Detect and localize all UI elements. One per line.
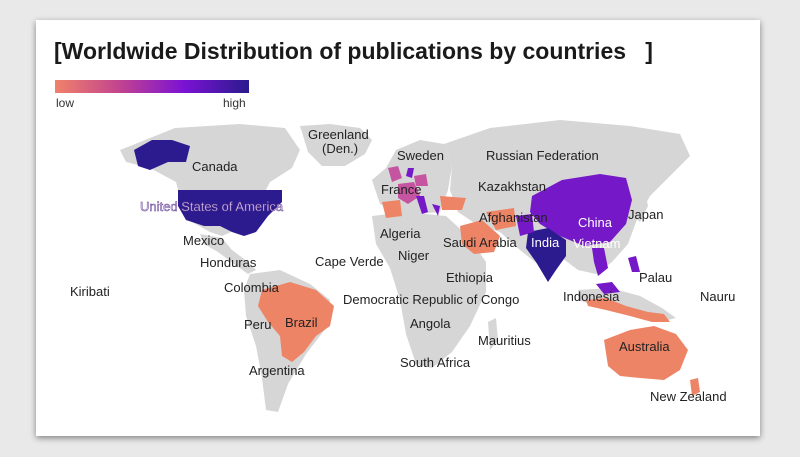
label-usa: United States of America	[140, 199, 284, 214]
country-france	[398, 182, 420, 204]
label-kiribati: Kiribati	[70, 284, 110, 299]
land-central-america	[200, 234, 256, 274]
label-cape-verde: Cape Verde	[315, 254, 384, 269]
label-peru: Peru	[244, 317, 271, 332]
country-vietnam	[592, 248, 608, 276]
label-angola: Angola	[410, 316, 451, 331]
country-indonesia	[586, 298, 670, 322]
country-uk	[406, 168, 414, 178]
label-ethiopia: Ethiopia	[446, 270, 494, 285]
legend-high-label: high	[223, 96, 246, 110]
label-niger: Niger	[398, 248, 430, 263]
legend-gradient-bar	[55, 80, 249, 93]
land-japan	[632, 188, 648, 222]
label-australia: Australia	[619, 339, 670, 354]
label-argentina: Argentina	[249, 363, 305, 378]
country-spain	[382, 200, 402, 218]
country-new-zealand	[690, 378, 700, 396]
label-canada: Canada	[192, 159, 238, 174]
country-turkey	[440, 196, 466, 210]
country-brazil	[258, 282, 334, 362]
label-algeria: Algeria	[380, 226, 421, 241]
label-honduras: Honduras	[200, 255, 257, 270]
label-france: France	[381, 182, 421, 197]
country-greece	[432, 204, 440, 216]
country-canada-region	[134, 140, 190, 170]
country-china	[530, 174, 632, 246]
label-greenland-line1: Greenland	[308, 127, 369, 142]
label-colombia: Colombia	[224, 280, 280, 295]
map-title: [Worldwide Distribution of publications …	[54, 38, 653, 64]
label-drc: Democratic Republic of Congo	[343, 292, 519, 307]
label-south-africa: South Africa	[400, 355, 471, 370]
label-mauritius: Mauritius	[478, 333, 531, 348]
label-greenland: Greenland (Den.)	[308, 127, 369, 156]
country-australia	[604, 326, 688, 380]
label-japan: Japan	[628, 207, 663, 222]
country-scandinavia	[388, 166, 402, 182]
label-india: India	[531, 235, 560, 250]
legend-low-label: low	[56, 96, 75, 110]
country-india	[526, 228, 566, 282]
country-malaysia	[596, 282, 620, 294]
country-pakistan	[516, 214, 534, 236]
countries-colored	[134, 140, 700, 396]
land-madagascar	[488, 318, 498, 350]
country-labels: Greenland (Den.) Sweden Russian Federatio…	[70, 127, 735, 404]
label-sweden: Sweden	[397, 148, 444, 163]
label-brazil: Brazil	[285, 315, 318, 330]
label-indonesia: Indonesia	[563, 289, 620, 304]
label-vietnam: Vietnam	[573, 236, 620, 251]
label-kazakhstan: Kazakhstan	[478, 179, 546, 194]
land-greenland	[300, 124, 372, 166]
country-iran	[486, 208, 516, 230]
label-nauru: Nauru	[700, 289, 735, 304]
country-usa	[178, 190, 282, 236]
label-china: China	[578, 215, 613, 230]
label-mexico: Mexico	[183, 233, 224, 248]
label-saudi-arabia: Saudi Arabia	[443, 235, 517, 250]
label-afghanistan: Afghanistan	[479, 210, 548, 225]
map-card: [Worldwide Distribution of publications …	[36, 20, 760, 436]
country-saudi-arabia	[460, 220, 500, 254]
land-africa	[372, 212, 486, 368]
label-new-zealand: New Zealand	[650, 389, 727, 404]
country-philippines	[628, 256, 640, 272]
country-italy	[416, 196, 428, 214]
country-germany	[414, 174, 428, 186]
label-russia: Russian Federation	[486, 148, 599, 163]
label-greenland-line2: (Den.)	[322, 141, 358, 156]
label-palau: Palau	[639, 270, 672, 285]
